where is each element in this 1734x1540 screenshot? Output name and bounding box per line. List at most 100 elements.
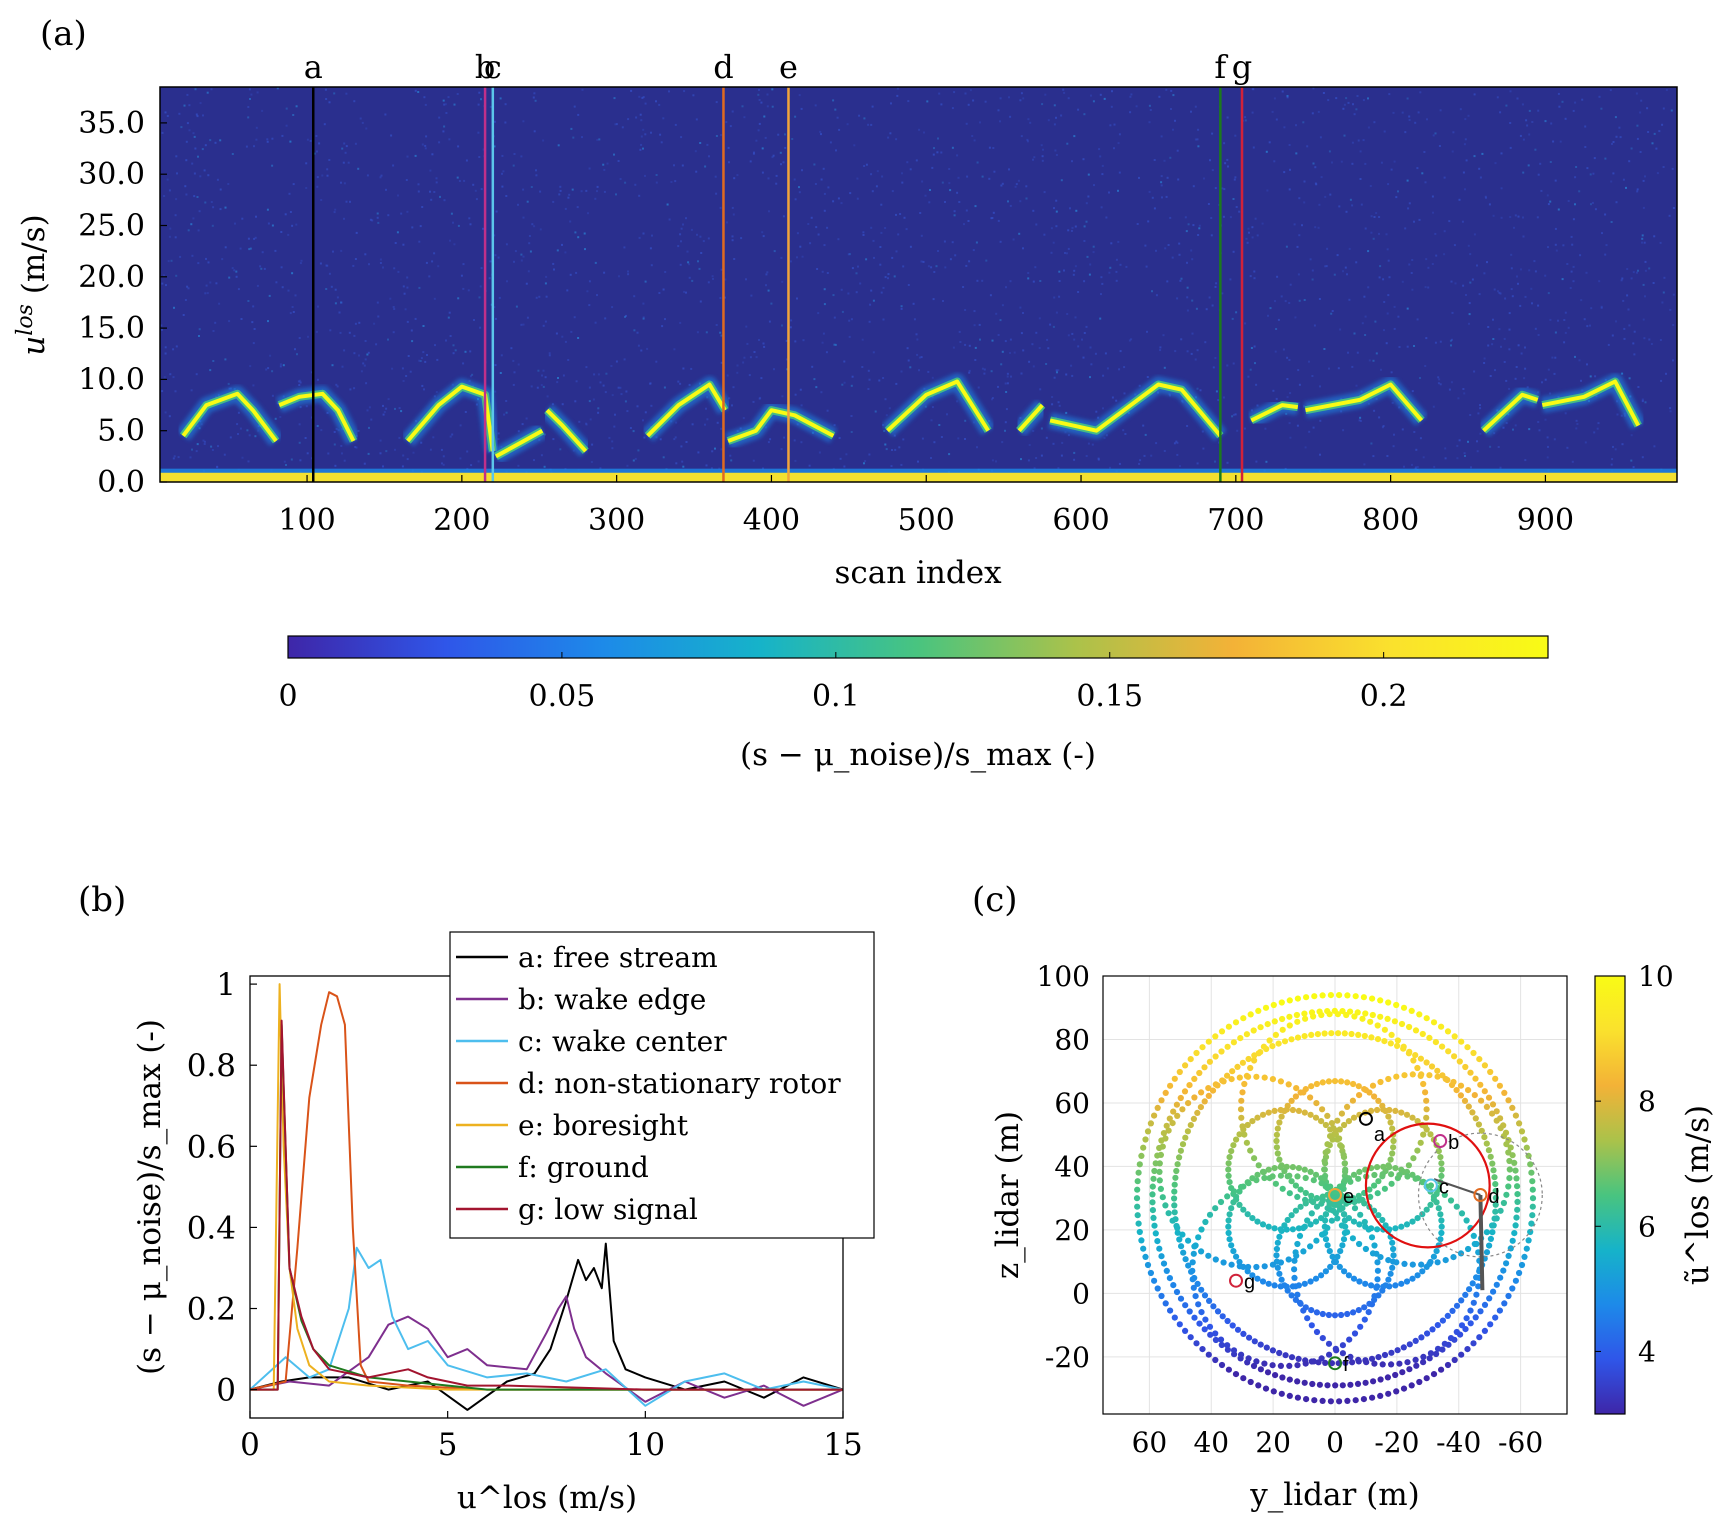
noise-speck: [697, 260, 699, 263]
scan-point: [1453, 1302, 1461, 1309]
noise-speck: [1563, 341, 1566, 344]
noise-speck: [1390, 168, 1393, 171]
scan-point: [1423, 1097, 1430, 1104]
noise-speck: [880, 203, 883, 206]
noise-speck: [570, 330, 573, 333]
ridge-peak: [1541, 379, 1641, 427]
scan-point: [1297, 1186, 1304, 1193]
noise-speck: [995, 460, 997, 463]
scan-point: [1416, 1011, 1423, 1018]
scan-point: [1206, 1297, 1213, 1304]
scan-point: [1319, 1197, 1326, 1204]
scan-point: [1487, 1321, 1494, 1328]
noise-speck: [1196, 462, 1199, 465]
noise-speck: [337, 429, 340, 432]
noise-speck: [161, 282, 164, 285]
noise-speck: [1176, 297, 1179, 300]
noise-speck: [614, 413, 616, 416]
noise-speck: [758, 99, 761, 101]
noise-speck: [1397, 315, 1400, 318]
scan-point: [1386, 1106, 1393, 1114]
noise-speck: [597, 411, 600, 414]
scan-point: [1409, 1071, 1416, 1078]
noise-speck: [627, 118, 630, 121]
noise-speck: [1053, 104, 1056, 107]
scan-point: [1341, 1177, 1348, 1184]
noise-speck: [457, 224, 460, 227]
scan-point: [1326, 1248, 1333, 1255]
noise-speck: [874, 410, 877, 413]
noise-speck: [1359, 150, 1362, 153]
scan-point: [1292, 1182, 1299, 1189]
scan-point: [1366, 1186, 1373, 1193]
scan-point: [1390, 1137, 1397, 1145]
noise-speck: [494, 317, 497, 320]
y-tick-label: 25.0: [78, 209, 145, 244]
noise-speck: [1364, 315, 1367, 318]
noise-speck: [514, 250, 517, 253]
scan-point: [1514, 1198, 1521, 1205]
series-line-c: [250, 1246, 843, 1407]
noise-speck: [442, 455, 445, 458]
colorbar-c-tick-label: 10: [1638, 960, 1674, 993]
scan-point: [1430, 1371, 1438, 1378]
noise-speck: [426, 354, 428, 356]
noise-speck: [1570, 235, 1573, 238]
noise-speck: [452, 352, 455, 355]
noise-speck: [1324, 265, 1327, 268]
noise-speck: [1383, 130, 1386, 133]
scan-point: [1481, 1327, 1488, 1334]
noise-speck: [1269, 307, 1272, 310]
scan-point: [1176, 1236, 1183, 1243]
noise-speck: [1151, 290, 1153, 293]
noise-speck: [424, 147, 427, 150]
scan-point: [1169, 1217, 1176, 1224]
scan-point: [1316, 1381, 1323, 1388]
noise-speck: [1214, 357, 1217, 359]
noise-speck: [354, 322, 357, 325]
noise-speck: [218, 302, 221, 305]
scan-point: [1342, 1359, 1349, 1366]
noise-speck: [480, 188, 483, 191]
noise-speck: [1415, 466, 1417, 469]
noise-speck: [1484, 195, 1487, 198]
scan-point: [1194, 1109, 1201, 1116]
noise-speck: [1434, 132, 1437, 135]
noise-speck: [1615, 320, 1617, 323]
scan-point: [1420, 1131, 1427, 1138]
noise-speck: [871, 190, 874, 193]
noise-speck: [561, 335, 564, 338]
noise-speck: [325, 264, 328, 267]
noise-speck: [1149, 109, 1152, 111]
noise-speck: [972, 249, 975, 252]
scan-point: [1458, 1297, 1465, 1304]
noise-speck: [494, 254, 497, 257]
noise-speck: [1662, 107, 1665, 110]
scan-point: [1418, 1334, 1425, 1341]
noise-speck: [1443, 176, 1446, 179]
noise-speck: [848, 253, 851, 256]
scan-point: [1185, 1100, 1192, 1107]
noise-speck: [814, 104, 817, 107]
noise-speck: [290, 458, 293, 461]
noise-speck: [719, 297, 722, 299]
scan-point: [1493, 1117, 1500, 1124]
noise-speck: [195, 450, 198, 453]
noise-speck: [646, 347, 649, 350]
noise-speck: [1006, 375, 1009, 378]
noise-speck: [1057, 369, 1060, 372]
noise-speck: [1066, 313, 1069, 315]
noise-speck: [613, 153, 615, 156]
noise-speck: [1071, 226, 1074, 229]
noise-speck: [1053, 207, 1055, 210]
scan-point: [1274, 1239, 1281, 1246]
noise-speck: [1324, 195, 1327, 198]
noise-speck: [1580, 299, 1583, 302]
noise-speck: [1229, 216, 1232, 219]
noise-speck: [780, 163, 782, 166]
scan-point: [1404, 1173, 1411, 1180]
scan-point: [1419, 1030, 1426, 1038]
noise-speck: [1626, 294, 1629, 297]
scan-point: [1368, 1282, 1375, 1289]
scan-point: [1493, 1215, 1500, 1222]
